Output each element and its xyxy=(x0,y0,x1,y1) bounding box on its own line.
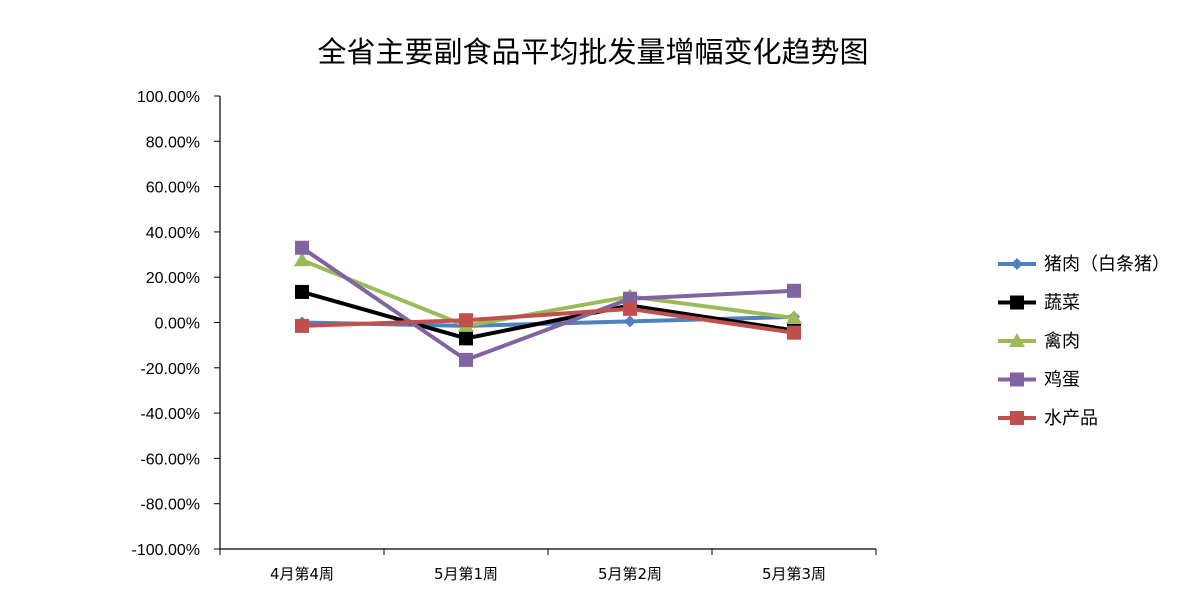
legend-label: 鸡蛋 xyxy=(1044,370,1080,391)
x-tick-label: 5月第3周 xyxy=(762,565,826,583)
legend-marker xyxy=(1010,411,1024,425)
legend-item: 禽肉 xyxy=(998,331,1080,352)
series-5 xyxy=(295,301,801,340)
data-point xyxy=(459,331,473,346)
y-tick-label: 40.00% xyxy=(146,225,200,242)
legend-marker xyxy=(1010,295,1024,310)
chart-title: 全省主要副食品平均批发量增幅变化趋势图 xyxy=(317,35,868,69)
legend-marker xyxy=(1010,372,1024,387)
y-tick-label: -60.00% xyxy=(140,451,200,468)
x-tick-label: 5月第2周 xyxy=(598,565,662,583)
series-line xyxy=(300,246,795,362)
data-point xyxy=(787,325,801,340)
legend-item: 蔬菜 xyxy=(998,293,1080,314)
data-point xyxy=(459,313,473,328)
legend-marker xyxy=(1011,258,1023,270)
legend-item: 水产品 xyxy=(998,408,1098,429)
chart-series xyxy=(294,240,802,367)
legend-label: 蔬菜 xyxy=(1044,293,1080,314)
data-point xyxy=(623,301,637,316)
legend-item: 鸡蛋 xyxy=(998,370,1080,391)
y-tick-label: 80.00% xyxy=(146,134,200,151)
data-point xyxy=(624,315,636,328)
data-point xyxy=(295,284,309,299)
x-tick-label: 4月第4周 xyxy=(270,565,334,583)
y-axis-ticks: 100.00% 80.00% 60.00% 40.00% 20.00% 0.00% -20.… xyxy=(132,89,220,559)
y-tick-label: -20.00% xyxy=(140,361,200,378)
data-point xyxy=(294,252,310,267)
y-tick-label: -80.00% xyxy=(140,497,200,514)
data-point xyxy=(295,318,309,333)
x-axis-ticks: 4月第4周 5月第1周 5月第2周 5月第3周 xyxy=(219,549,877,583)
y-tick-label: 0.00% xyxy=(155,316,200,333)
data-point xyxy=(786,309,802,324)
legend-label: 禽肉 xyxy=(1044,331,1080,352)
data-point xyxy=(295,240,309,255)
y-tick-label: 100.00% xyxy=(137,89,200,106)
data-point xyxy=(787,283,801,298)
x-tick-label: 5月第1周 xyxy=(434,565,498,583)
y-tick-label: 20.00% xyxy=(146,270,200,287)
series-4 xyxy=(295,240,801,367)
legend-label: 水产品 xyxy=(1044,408,1098,429)
legend-marker xyxy=(1009,333,1025,347)
y-tick-label: -100.00% xyxy=(132,542,201,559)
y-tick-label: 60.00% xyxy=(146,180,200,197)
legend-item: 猪肉（白条猪） xyxy=(998,254,1170,275)
series-line xyxy=(301,306,795,335)
data-point xyxy=(459,352,473,367)
y-tick-label: -40.00% xyxy=(140,406,200,423)
legend-label: 猪肉（白条猪） xyxy=(1044,254,1170,275)
series-line xyxy=(301,289,795,341)
series-line xyxy=(301,258,795,328)
